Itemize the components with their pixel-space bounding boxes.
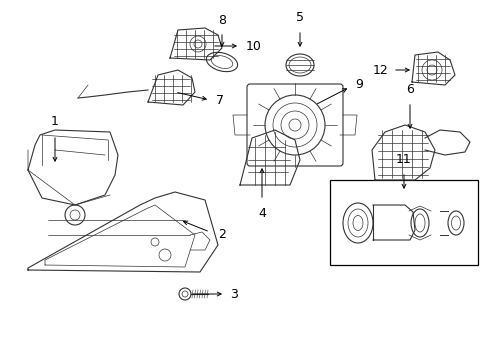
Text: 10: 10 [245, 40, 262, 53]
Text: 8: 8 [218, 14, 225, 27]
Text: 3: 3 [229, 288, 237, 301]
Text: 9: 9 [354, 78, 362, 91]
Text: 7: 7 [216, 94, 224, 108]
Text: 12: 12 [371, 63, 387, 77]
Bar [329, 180, 477, 265]
Text: 5: 5 [295, 11, 304, 24]
Text: 4: 4 [258, 207, 265, 220]
Text: 2: 2 [218, 228, 225, 240]
Text: 1: 1 [51, 115, 59, 128]
Text: 11: 11 [395, 153, 411, 166]
Text: 6: 6 [405, 83, 413, 96]
